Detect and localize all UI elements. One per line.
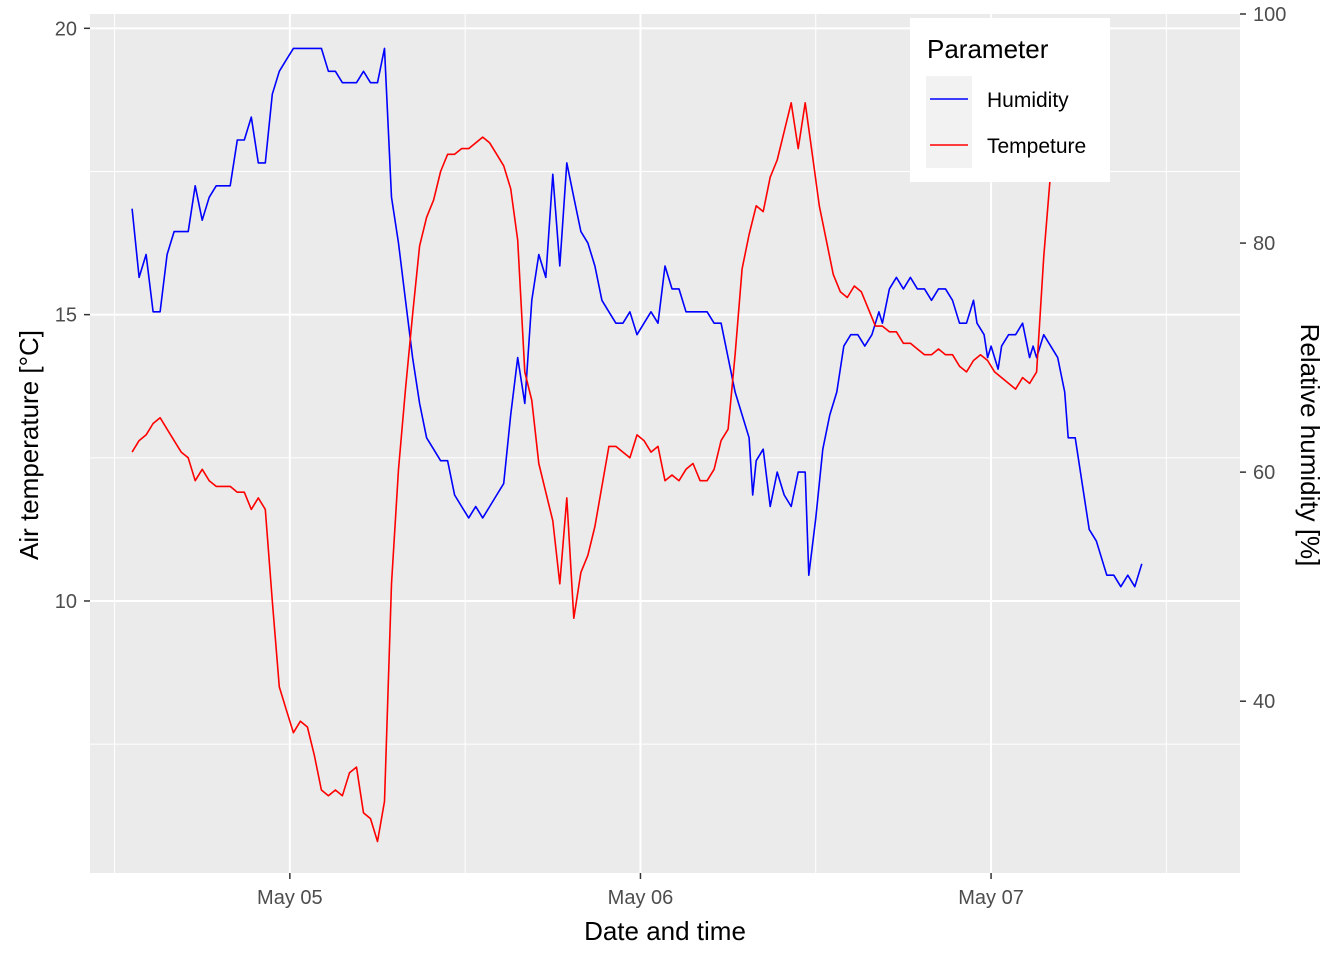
x-tick-label: May 06 (608, 887, 674, 909)
x-axis-title: Date and time (584, 916, 746, 946)
right-y-axis: 40 60 80 100 (1240, 4, 1286, 713)
right-y-axis-title: Relative humidity [%] (1295, 324, 1325, 567)
left-y-tick-label: 10 (55, 591, 77, 613)
right-y-tick-label: 80 (1253, 233, 1275, 255)
series-line-tempeture (131, 50, 1101, 843)
left-y-tick-label: 20 (55, 18, 77, 40)
right-y-tick-label: 40 (1253, 691, 1275, 713)
left-y-axis-title: Air temperature [°C] (14, 330, 44, 560)
legend-title: Parameter (927, 34, 1049, 64)
series-line-humidity (131, 47, 1143, 588)
legend: Parameter Humidity Tempeture (910, 18, 1110, 182)
series-lines (131, 47, 1143, 843)
legend-label-tempeture: Tempeture (987, 135, 1086, 158)
x-tick-label: May 07 (958, 887, 1024, 909)
left-y-tick-label: 15 (55, 305, 77, 327)
x-axis: May 05 May 06 May 07 (257, 873, 1024, 909)
x-tick-label: May 05 (257, 887, 323, 909)
right-y-tick-label: 60 (1253, 462, 1275, 484)
right-y-tick-label: 100 (1253, 4, 1286, 26)
major-gridlines (90, 14, 1240, 873)
legend-label-humidity: Humidity (987, 89, 1069, 112)
left-y-axis: 10 15 20 (55, 18, 90, 613)
